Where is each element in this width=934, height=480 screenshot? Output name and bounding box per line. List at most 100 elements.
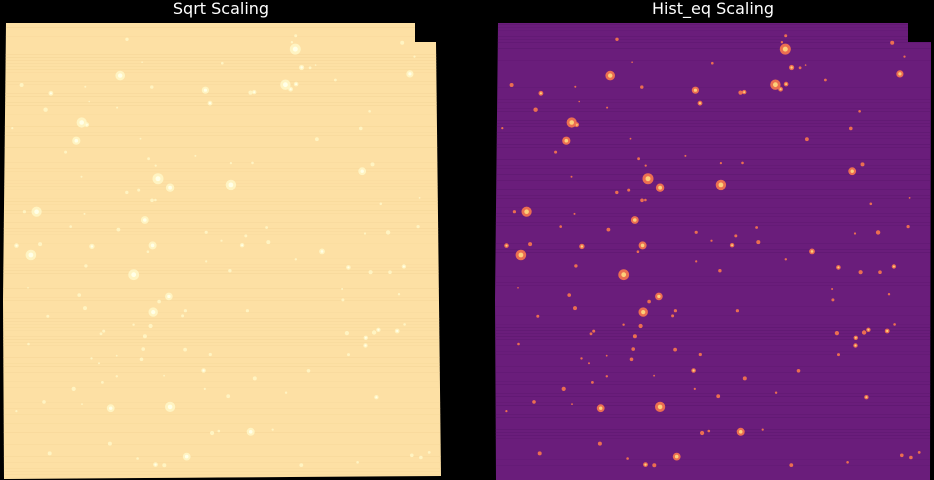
- sky-source: [741, 161, 744, 165]
- sky-source: [148, 323, 153, 329]
- sky-source: [284, 391, 288, 394]
- sky-source: [116, 227, 121, 232]
- sky-source: [181, 314, 185, 318]
- sky-source: [363, 232, 367, 235]
- sky-source: [146, 250, 150, 253]
- sky-source: [605, 354, 608, 357]
- sky-source: [266, 240, 271, 245]
- sky-source: [77, 293, 81, 297]
- sky-source: [592, 329, 596, 333]
- sky-source: [710, 239, 713, 242]
- sky-source: [217, 429, 221, 433]
- sky-source: [271, 428, 274, 431]
- sky-source: [849, 126, 853, 131]
- sky-source: [578, 100, 580, 103]
- sky-source: [652, 463, 657, 468]
- sky-source: [43, 107, 48, 112]
- sky-source: [83, 306, 87, 311]
- detector-field: [3, 23, 441, 479]
- sky-source: [141, 347, 145, 351]
- sky-source: [81, 403, 83, 405]
- sky-source: [908, 197, 911, 199]
- sky-source: [796, 369, 801, 373]
- sky-source: [228, 269, 232, 273]
- sky-source: [591, 381, 594, 384]
- sky-source: [571, 403, 573, 405]
- sky-source: [784, 258, 787, 261]
- sky-source: [860, 162, 865, 167]
- sky-source: [132, 323, 135, 326]
- sky-source: [341, 288, 344, 290]
- sky-source: [371, 330, 377, 335]
- sky-source: [684, 154, 687, 157]
- sky-source: [154, 198, 157, 202]
- sky-source: [397, 293, 401, 296]
- sky-source: [15, 410, 18, 413]
- sky-source: [183, 309, 187, 313]
- sky-source: [574, 85, 577, 88]
- sky-source: [154, 164, 157, 167]
- sky-source: [115, 354, 118, 357]
- sky-source: [139, 137, 142, 140]
- sky-source: [875, 230, 881, 235]
- sky-source: [294, 34, 298, 38]
- sky-source: [229, 162, 232, 165]
- sky-source: [203, 387, 206, 390]
- sky-source: [71, 386, 76, 391]
- sky-source: [640, 198, 644, 203]
- sky-source: [141, 61, 143, 63]
- sky-source: [356, 461, 359, 464]
- sky-source: [537, 451, 542, 456]
- sky-source: [629, 137, 632, 140]
- sky-source: [761, 428, 764, 431]
- sky-source: [615, 37, 619, 41]
- sky-source: [194, 154, 197, 157]
- sky-source: [400, 40, 405, 45]
- sky-source: [574, 264, 578, 268]
- sky-source: [632, 334, 637, 339]
- sky-source: [917, 451, 921, 454]
- sky-source: [853, 232, 857, 235]
- sky-source: [887, 293, 891, 296]
- sky-source: [136, 457, 139, 460]
- sky-source: [359, 126, 363, 131]
- sky-source: [19, 83, 24, 87]
- sky-source: [834, 331, 839, 336]
- sky-source: [719, 162, 722, 165]
- sky-source: [903, 55, 906, 58]
- sky-source: [314, 64, 317, 66]
- sky-source: [605, 375, 608, 378]
- sky-source: [290, 41, 294, 44]
- sky-source: [673, 347, 677, 352]
- sky-source: [147, 157, 151, 161]
- sky-source: [742, 376, 747, 381]
- sky-source: [347, 353, 350, 357]
- sky-source: [252, 376, 257, 381]
- sky-source: [906, 225, 910, 229]
- sky-source: [647, 299, 651, 304]
- sky-source: [419, 455, 423, 460]
- sky-source: [734, 234, 738, 238]
- sky-source: [69, 225, 72, 228]
- sky-source: [403, 323, 406, 326]
- sky-source: [561, 386, 566, 391]
- sky-source: [738, 90, 743, 95]
- sky-source: [379, 202, 383, 206]
- sky-source: [606, 227, 611, 232]
- sky-source: [38, 242, 43, 247]
- sky-source: [306, 369, 311, 373]
- sky-source: [101, 381, 104, 384]
- sky-source: [388, 270, 392, 275]
- sky-source: [573, 306, 577, 311]
- sky-source: [251, 161, 254, 165]
- sky-source: [570, 175, 573, 178]
- sky-source: [107, 441, 112, 446]
- sky-source: [900, 453, 904, 458]
- sky-source: [410, 453, 414, 458]
- detector-field: [495, 23, 931, 480]
- sky-source: [878, 270, 882, 275]
- sky-source: [589, 332, 593, 336]
- sky-source: [88, 100, 90, 103]
- sky-source: [163, 374, 166, 377]
